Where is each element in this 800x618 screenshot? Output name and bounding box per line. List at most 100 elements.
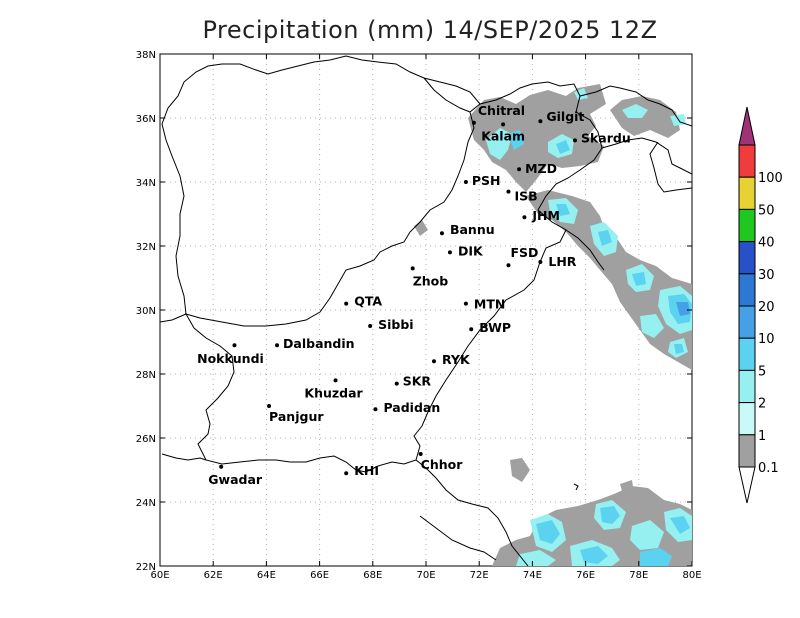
x-tick-label: 70E bbox=[416, 570, 435, 581]
precip-field bbox=[414, 84, 692, 566]
coastline bbox=[419, 515, 497, 561]
china-border bbox=[649, 141, 692, 193]
iran-border bbox=[160, 313, 187, 323]
city-label: DIK bbox=[458, 243, 484, 258]
precip-area bbox=[536, 520, 560, 544]
city-label: QTA bbox=[354, 294, 382, 309]
precip-area bbox=[580, 546, 608, 564]
pakistan-border bbox=[184, 81, 603, 473]
city-label: LHR bbox=[548, 254, 576, 269]
city-label: Bannu bbox=[450, 222, 495, 237]
city-dot bbox=[447, 250, 452, 255]
city-dot bbox=[463, 301, 468, 306]
legend-label: 100 bbox=[758, 171, 783, 186]
afghanistan-border bbox=[161, 55, 481, 315]
city-dot bbox=[506, 189, 511, 194]
legend-swatch bbox=[738, 337, 756, 371]
china-border bbox=[601, 137, 692, 175]
city-dot bbox=[394, 381, 399, 386]
city-label: Gwadar bbox=[208, 472, 263, 487]
legend-swatch bbox=[738, 369, 756, 404]
legend-swatch bbox=[738, 434, 756, 468]
city-dot bbox=[517, 167, 522, 172]
x-tick-label: 64E bbox=[257, 570, 276, 581]
city-dot bbox=[538, 260, 543, 264]
y-tick-label: 30N bbox=[136, 306, 156, 317]
city-label: Dalbandin bbox=[283, 336, 355, 351]
city-label: Khuzdar bbox=[304, 385, 363, 400]
city-dot bbox=[431, 359, 436, 364]
legend-label: 5 bbox=[758, 364, 766, 379]
x-tick-label: 76E bbox=[576, 570, 595, 581]
city-dot bbox=[506, 263, 511, 268]
city-dot bbox=[471, 120, 476, 125]
city-label: KHI bbox=[354, 463, 379, 478]
afghanistan-border bbox=[423, 77, 471, 113]
city-dot bbox=[410, 266, 415, 271]
city-label: Gilgit bbox=[546, 109, 584, 124]
x-tick-label: 68E bbox=[363, 570, 382, 581]
precip-area bbox=[600, 506, 620, 524]
precip-area bbox=[622, 104, 648, 118]
legend-label: 1 bbox=[758, 429, 766, 444]
city-label: Sibbi bbox=[378, 317, 413, 332]
city-label: FSD bbox=[510, 245, 538, 260]
city-dot bbox=[344, 301, 349, 306]
x-tick-label: 74E bbox=[523, 570, 542, 581]
legend-swatch bbox=[738, 208, 756, 243]
y-tick-label: 22N bbox=[136, 562, 156, 573]
precip-area bbox=[640, 548, 672, 566]
city-label: Nokkundi bbox=[197, 351, 264, 366]
city-dot bbox=[418, 452, 423, 456]
legend-label: 20 bbox=[758, 300, 775, 315]
legend-arrow-min bbox=[738, 466, 756, 504]
city-label: PSH bbox=[472, 173, 501, 188]
legend-label: 2 bbox=[758, 397, 766, 412]
city-dot bbox=[368, 324, 373, 328]
x-tick-label: 72E bbox=[470, 570, 489, 581]
precip-area bbox=[674, 344, 684, 354]
y-tick-label: 34N bbox=[136, 178, 156, 189]
city-dot bbox=[333, 378, 338, 383]
city-label: SKR bbox=[403, 374, 432, 389]
city-label: BWP bbox=[479, 320, 511, 335]
city-dot bbox=[219, 464, 224, 469]
y-tick-label: 28N bbox=[136, 370, 156, 381]
city-dot bbox=[501, 122, 506, 127]
precip-area bbox=[510, 458, 530, 482]
precip-area bbox=[556, 140, 570, 154]
y-tick-label: 26N bbox=[136, 434, 156, 445]
iran-border bbox=[161, 453, 207, 461]
india-border bbox=[565, 229, 605, 271]
axes: 60E 62E 64E 66E 68E 70E 72E 74E 76E 78E 80E 22N 24N 2… bbox=[136, 50, 702, 581]
x-tick-label: 62E bbox=[204, 570, 223, 581]
city-label: MTN bbox=[474, 297, 505, 312]
city-dot bbox=[267, 404, 272, 408]
china-border bbox=[579, 85, 692, 127]
legend-swatch bbox=[738, 241, 756, 275]
y-tick-label: 38N bbox=[136, 50, 156, 61]
city-dot bbox=[469, 327, 474, 332]
city-label: Chitral bbox=[478, 103, 525, 118]
precip-area bbox=[632, 272, 646, 286]
city-dot bbox=[344, 471, 349, 476]
city-dot bbox=[373, 407, 378, 412]
legend-label: 10 bbox=[758, 332, 775, 347]
coastline bbox=[573, 483, 579, 491]
precip-area bbox=[640, 314, 664, 338]
city-markers: Chitral Gilgit Kalam Skardu MZD PSH ISB JHM Bann… bbox=[197, 103, 631, 487]
map-title: Precipitation (mm) 14/SEP/2025 12Z bbox=[202, 16, 658, 44]
city-label: Zhob bbox=[413, 273, 449, 288]
city-dot bbox=[538, 119, 543, 124]
city-label: RYK bbox=[442, 352, 471, 367]
city-label: JHM bbox=[531, 208, 560, 223]
city-label: Panjgur bbox=[269, 409, 324, 424]
precip-area bbox=[486, 128, 512, 160]
city-dot bbox=[572, 138, 577, 143]
legend-label: 50 bbox=[758, 203, 775, 218]
city-label: Chhor bbox=[421, 457, 464, 472]
legend-swatch bbox=[738, 305, 756, 339]
city-label: MZD bbox=[525, 161, 557, 176]
city-dot bbox=[275, 343, 280, 348]
